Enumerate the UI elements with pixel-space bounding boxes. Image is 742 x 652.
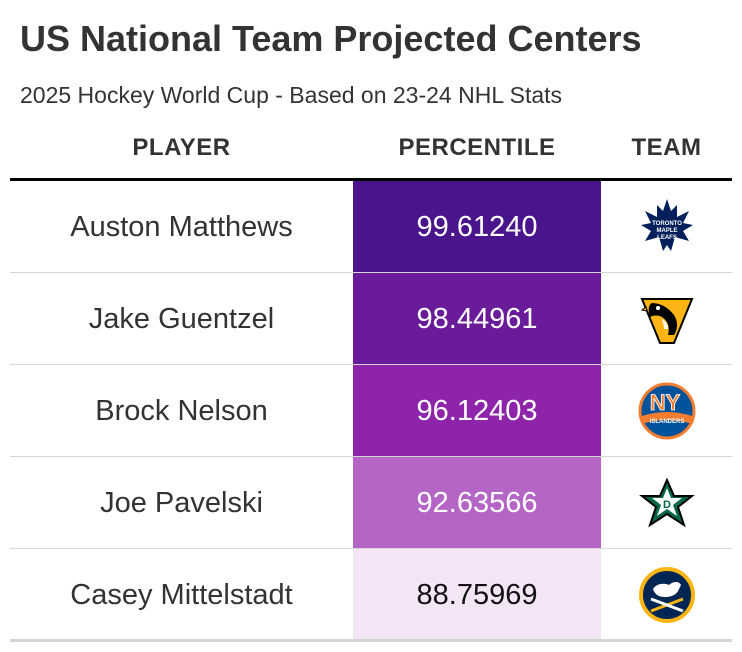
player-name: Jake Guentzel xyxy=(88,302,275,335)
maple-leafs-logo-icon: TORONTO MAPLE LEAFS xyxy=(640,199,693,251)
page-subtitle: 2025 Hockey World Cup - Based on 23-24 N… xyxy=(20,82,563,108)
page-title: US National Team Projected Centers xyxy=(20,18,642,59)
column-header-percentile: PERCENTILE xyxy=(398,134,556,161)
header-divider xyxy=(10,178,732,181)
sabres-logo-icon xyxy=(638,567,695,623)
penguins-logo-icon xyxy=(640,298,693,344)
table-row: Joe Pavelski 92.63566 D xyxy=(10,457,732,549)
team-logo-cell: D xyxy=(601,457,732,549)
leafs-logo-text: TORONTO xyxy=(652,221,682,227)
svg-text:NY: NY xyxy=(649,390,680,415)
player-name: Casey Mittelstadt xyxy=(70,578,293,611)
player-name: Auston Matthews xyxy=(70,210,293,243)
percentile-value: 98.44961 xyxy=(416,302,538,335)
percentile-value: 88.75969 xyxy=(416,578,538,611)
percentile-value: 92.63566 xyxy=(416,486,538,519)
percentile-cell: 88.75969 xyxy=(353,549,601,641)
islanders-logo-icon: NY ISLANDERS xyxy=(638,382,695,440)
row-divider xyxy=(10,364,732,365)
svg-text:LEAFS: LEAFS xyxy=(657,235,677,241)
table-row: Casey Mittelstadt 88.75969 xyxy=(10,549,732,641)
percentile-cell: 99.61240 xyxy=(353,181,601,273)
column-header-team: TEAM xyxy=(631,134,702,161)
table-row: Auston Matthews 99.61240 TORONTO MAPLE L… xyxy=(10,181,732,273)
percentile-value: 96.12403 xyxy=(416,394,538,427)
table-row: Brock Nelson 96.12403 NY ISLANDERS xyxy=(10,365,732,457)
svg-text:ISLANDERS: ISLANDERS xyxy=(649,419,684,425)
player-name: Joe Pavelski xyxy=(100,486,263,519)
row-divider xyxy=(10,548,732,549)
player-name: Brock Nelson xyxy=(95,394,268,427)
table-bottom-rule xyxy=(10,639,732,642)
percentile-cell: 92.63566 xyxy=(353,457,601,549)
team-logo-cell: TORONTO MAPLE LEAFS xyxy=(601,181,732,273)
team-logo-cell: NY ISLANDERS xyxy=(601,365,732,457)
percentile-value: 99.61240 xyxy=(416,210,538,243)
percentile-cell: 98.44961 xyxy=(353,273,601,365)
svg-text:MAPLE: MAPLE xyxy=(656,228,677,234)
percentile-cell: 96.12403 xyxy=(353,365,601,457)
table-row: Jake Guentzel 98.44961 xyxy=(10,273,732,365)
row-divider xyxy=(10,456,732,457)
column-header-player: PLAYER xyxy=(132,134,231,161)
svg-text:D: D xyxy=(663,499,671,511)
row-divider xyxy=(10,272,732,273)
stars-logo-icon: D xyxy=(638,478,695,528)
team-logo-cell xyxy=(601,273,732,365)
team-logo-cell xyxy=(601,549,732,641)
